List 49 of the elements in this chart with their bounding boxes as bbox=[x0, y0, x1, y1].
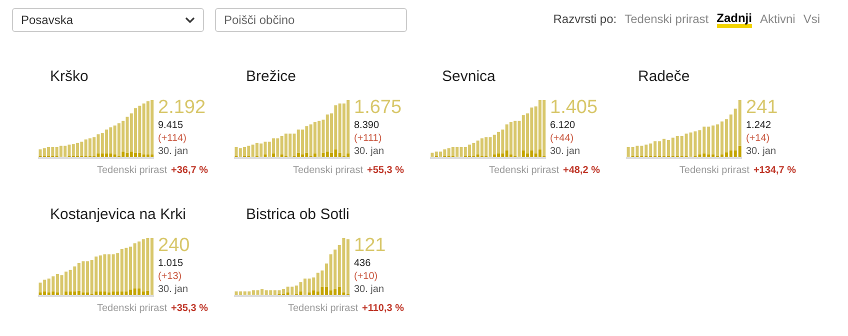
chart-title: Kostanjevica na Krki bbox=[50, 206, 186, 223]
text: 30. jan bbox=[158, 146, 188, 158]
chart-title: Sevnica bbox=[442, 68, 496, 85]
text: Zadnji bbox=[716, 11, 752, 28]
text: (+44) bbox=[550, 133, 574, 145]
text: 8.390 bbox=[354, 120, 380, 132]
text: Aktivni bbox=[760, 12, 796, 28]
text: (+114) bbox=[158, 133, 186, 145]
chart-title: Krško bbox=[50, 68, 88, 85]
text: 9.415 bbox=[158, 120, 184, 132]
text: Poišči občino bbox=[224, 13, 295, 27]
text: 30. jan bbox=[354, 284, 384, 296]
text: 1.015 bbox=[158, 258, 184, 270]
text: (+10) bbox=[354, 271, 378, 283]
text: +55,3 % bbox=[367, 165, 404, 176]
text: Tedenski prirast bbox=[624, 12, 709, 28]
text: 2.192 bbox=[158, 97, 206, 118]
text: 241 bbox=[746, 97, 778, 118]
text: 436 bbox=[354, 258, 371, 270]
text: Razvrsti po: bbox=[553, 12, 617, 28]
text: 121 bbox=[354, 235, 386, 256]
text: +134,7 % bbox=[753, 165, 796, 176]
chart-title: Radeče bbox=[638, 68, 690, 85]
text: 30. jan bbox=[746, 146, 776, 158]
chart-title: Bistrica ob Sotli bbox=[246, 206, 350, 223]
text: 1.242 bbox=[746, 120, 772, 132]
text: Vsi bbox=[803, 12, 820, 28]
text: 1.675 bbox=[354, 97, 402, 118]
text: Tedenski prirast bbox=[488, 165, 560, 176]
text: 30. jan bbox=[354, 146, 384, 158]
text: +48,2 % bbox=[563, 165, 600, 176]
text: Tedenski prirast bbox=[96, 165, 168, 176]
text: Tedenski prirast bbox=[292, 165, 364, 176]
text: 1.405 bbox=[550, 97, 598, 118]
text: 30. jan bbox=[550, 146, 580, 158]
text: 6.120 bbox=[550, 120, 576, 132]
text: +35,3 % bbox=[171, 303, 208, 314]
text: Tedenski prirast bbox=[288, 303, 358, 314]
text: Tedenski prirast bbox=[679, 165, 750, 176]
text: (+13) bbox=[158, 271, 182, 283]
text: Tedenski prirast bbox=[96, 303, 168, 314]
text: (+111) bbox=[354, 133, 382, 145]
text: (+14) bbox=[746, 133, 770, 145]
text: +36,7 % bbox=[171, 165, 208, 176]
text: 30. jan bbox=[158, 284, 188, 296]
text: Posavska bbox=[21, 13, 74, 27]
text: +110,3 % bbox=[362, 303, 404, 314]
chart-title: Brežice bbox=[246, 68, 296, 85]
text: 240 bbox=[158, 235, 190, 256]
